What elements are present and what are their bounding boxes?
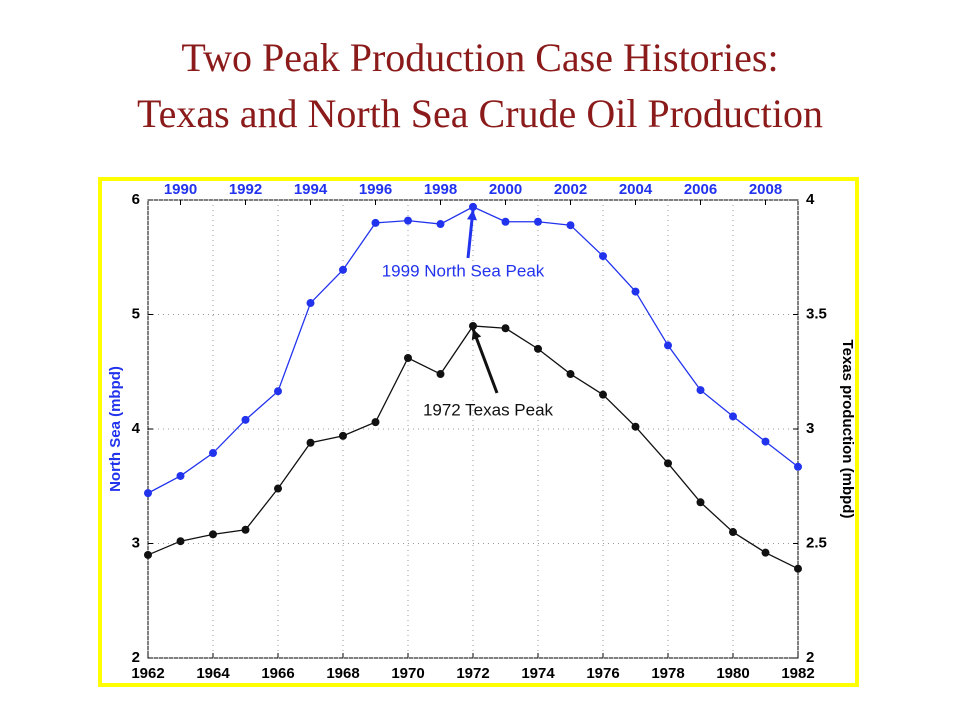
data-point bbox=[469, 321, 477, 330]
data-point bbox=[144, 489, 152, 498]
data-point bbox=[599, 390, 607, 399]
x2-tick-label: 2008 bbox=[749, 181, 782, 198]
y-tick-label: 3 bbox=[132, 534, 140, 551]
x2-tick-label: 2000 bbox=[489, 181, 522, 198]
x2-tick-label: 2004 bbox=[619, 181, 653, 198]
annotation-arrowhead bbox=[466, 209, 477, 221]
y2-tick-label: 3.5 bbox=[806, 305, 827, 322]
data-point bbox=[209, 530, 217, 539]
data-point bbox=[306, 438, 315, 447]
x-tick-label: 1980 bbox=[716, 665, 749, 682]
data-point bbox=[599, 252, 607, 261]
data-point bbox=[794, 462, 802, 471]
x2-tick-label: 1990 bbox=[164, 181, 197, 198]
y-axis-label: North Sea (mbpd) bbox=[107, 366, 124, 492]
annotation-text: 1999 North Sea Peak bbox=[382, 261, 545, 280]
data-point bbox=[339, 265, 347, 274]
x-tick-label: 1964 bbox=[196, 665, 230, 682]
data-point bbox=[534, 217, 542, 226]
data-point bbox=[469, 202, 477, 211]
data-point bbox=[696, 498, 705, 507]
x-tick-label: 1970 bbox=[391, 665, 424, 682]
x2-tick-label: 1994 bbox=[294, 181, 328, 198]
data-point bbox=[371, 418, 380, 427]
annotation-arrow bbox=[471, 328, 499, 394]
x-tick-label: 1976 bbox=[586, 665, 619, 682]
data-point bbox=[566, 221, 575, 230]
x-tick-label: 1974 bbox=[521, 665, 555, 682]
x2-tick-label: 2002 bbox=[554, 181, 587, 198]
y-tick-label: 6 bbox=[132, 191, 140, 208]
title-line: Two Peak Production Case Histories: bbox=[181, 35, 778, 80]
x-tick-label: 1982 bbox=[781, 665, 814, 682]
data-point bbox=[794, 564, 802, 573]
data-point bbox=[241, 525, 250, 534]
title-line: Texas and North Sea Crude Oil Production bbox=[137, 91, 823, 136]
x-tick-label: 1978 bbox=[651, 665, 684, 682]
data-point bbox=[209, 449, 217, 458]
data-point bbox=[501, 217, 510, 226]
y2-tick-label: 3 bbox=[806, 420, 814, 437]
data-point bbox=[144, 550, 152, 559]
y-tick-label: 4 bbox=[132, 420, 141, 437]
data-point bbox=[274, 484, 282, 493]
data-point bbox=[761, 548, 770, 557]
data-point bbox=[729, 412, 737, 421]
data-point bbox=[176, 471, 185, 480]
frame bbox=[98, 177, 859, 687]
data-point bbox=[729, 528, 737, 537]
data-point bbox=[664, 341, 672, 350]
y-tick-label: 2 bbox=[132, 649, 140, 666]
x2-tick-label: 2006 bbox=[684, 181, 717, 198]
y2-tick-label: 2 bbox=[806, 649, 814, 666]
data-point bbox=[631, 287, 640, 296]
data-point bbox=[436, 370, 445, 379]
annotation-text: 1972 Texas Peak bbox=[423, 400, 554, 419]
data-point bbox=[566, 370, 575, 379]
y2-axis-label: Texas production (mbpd) bbox=[839, 340, 856, 519]
x-tick-label: 1966 bbox=[261, 665, 294, 682]
data-point bbox=[436, 220, 445, 229]
data-point bbox=[306, 299, 315, 308]
x2-tick-label: 1998 bbox=[424, 181, 457, 198]
data-point bbox=[274, 387, 282, 396]
x2-tick-label: 1996 bbox=[359, 181, 392, 198]
data-point bbox=[696, 386, 705, 395]
x-tick-label: 1962 bbox=[131, 665, 164, 682]
y2-tick-label: 2.5 bbox=[806, 534, 827, 551]
data-point bbox=[761, 437, 770, 446]
data-point bbox=[501, 324, 510, 333]
data-point bbox=[631, 422, 640, 431]
x-tick-label: 1972 bbox=[456, 665, 489, 682]
y2-tick-label: 4 bbox=[806, 191, 815, 208]
y-tick-label: 5 bbox=[132, 305, 140, 322]
data-point bbox=[339, 431, 347, 440]
data-point bbox=[241, 415, 250, 424]
data-point bbox=[404, 354, 412, 363]
annotation-arrowhead bbox=[471, 328, 482, 341]
data-point bbox=[404, 216, 412, 225]
data-point bbox=[534, 344, 542, 353]
data-point bbox=[371, 218, 380, 227]
x2-tick-label: 1992 bbox=[229, 181, 262, 198]
x-tick-label: 1968 bbox=[326, 665, 359, 682]
data-point bbox=[664, 459, 672, 468]
data-point bbox=[176, 537, 185, 546]
